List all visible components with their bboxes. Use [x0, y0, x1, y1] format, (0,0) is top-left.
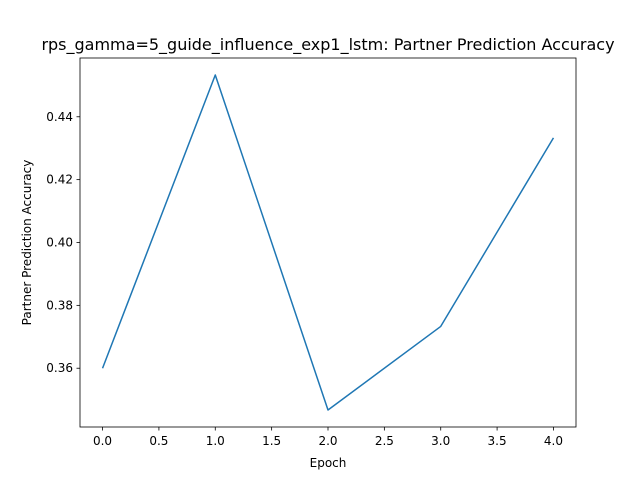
- y-tick-label: 0.38: [46, 298, 73, 312]
- series-layer: [101, 74, 555, 411]
- y-axis-label: Partner Prediction Accuracy: [20, 160, 34, 326]
- x-axis-label: Epoch: [310, 456, 347, 470]
- x-tick-label: 0.5: [149, 434, 168, 448]
- x-tick-label: 1.5: [262, 434, 281, 448]
- y-tick-label: 0.42: [46, 173, 73, 187]
- plot-area-frame: [79, 57, 577, 428]
- x-axis: 0.0 0.5 1.0 1.5 2.0 2.5 3.0 3.5 4.0: [93, 427, 563, 448]
- x-tick-label: 0.0: [93, 434, 112, 448]
- x-tick-label: 4.0: [544, 434, 563, 448]
- y-tick-label: 0.44: [46, 110, 73, 124]
- x-tick-label: 2.5: [375, 434, 394, 448]
- series-line-0: [101, 74, 555, 411]
- x-tick-label: 2.0: [318, 434, 337, 448]
- y-tick-label: 0.36: [46, 361, 73, 375]
- x-tick-label: 3.0: [431, 434, 450, 448]
- y-tick-label: 0.40: [46, 236, 73, 250]
- chart-title: rps_gamma=5_guide_influence_exp1_lstm: P…: [41, 35, 614, 55]
- x-tick-label: 1.0: [206, 434, 225, 448]
- y-axis: 0.36 0.38 0.40 0.42 0.44: [46, 110, 80, 375]
- x-tick-label: 3.5: [488, 434, 507, 448]
